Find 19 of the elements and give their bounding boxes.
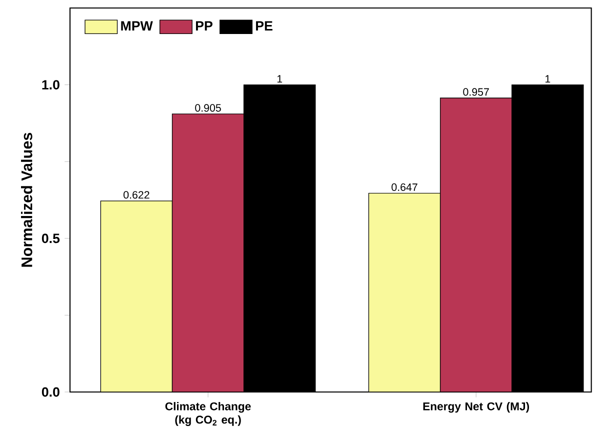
y-axis-title: Normalized Values bbox=[21, 132, 32, 267]
legend-label: PE bbox=[256, 21, 272, 30]
data-label: 0.957 bbox=[463, 88, 489, 96]
data-label: 1 bbox=[545, 75, 550, 83]
y-tick-label: 1.0 bbox=[42, 80, 60, 90]
bar bbox=[172, 114, 244, 392]
x-tick-label: Energy Net CV (MJ) bbox=[423, 402, 530, 413]
bar bbox=[368, 192, 441, 392]
y-tick-label: 0.5 bbox=[42, 234, 60, 244]
data-label: 0.622 bbox=[124, 191, 150, 199]
data-label: 0.647 bbox=[392, 183, 418, 191]
y-tick-label: 0.0 bbox=[42, 387, 60, 397]
bar bbox=[100, 200, 173, 392]
x-tick-label: Climate Change (kg CO$_{2}$ eq.) bbox=[165, 402, 251, 426]
legend-label: MPW bbox=[121, 21, 153, 30]
data-label: 0.905 bbox=[195, 104, 221, 112]
data-label: 1 bbox=[277, 75, 282, 83]
legend-label: PP bbox=[196, 21, 212, 30]
bar bbox=[440, 98, 512, 392]
